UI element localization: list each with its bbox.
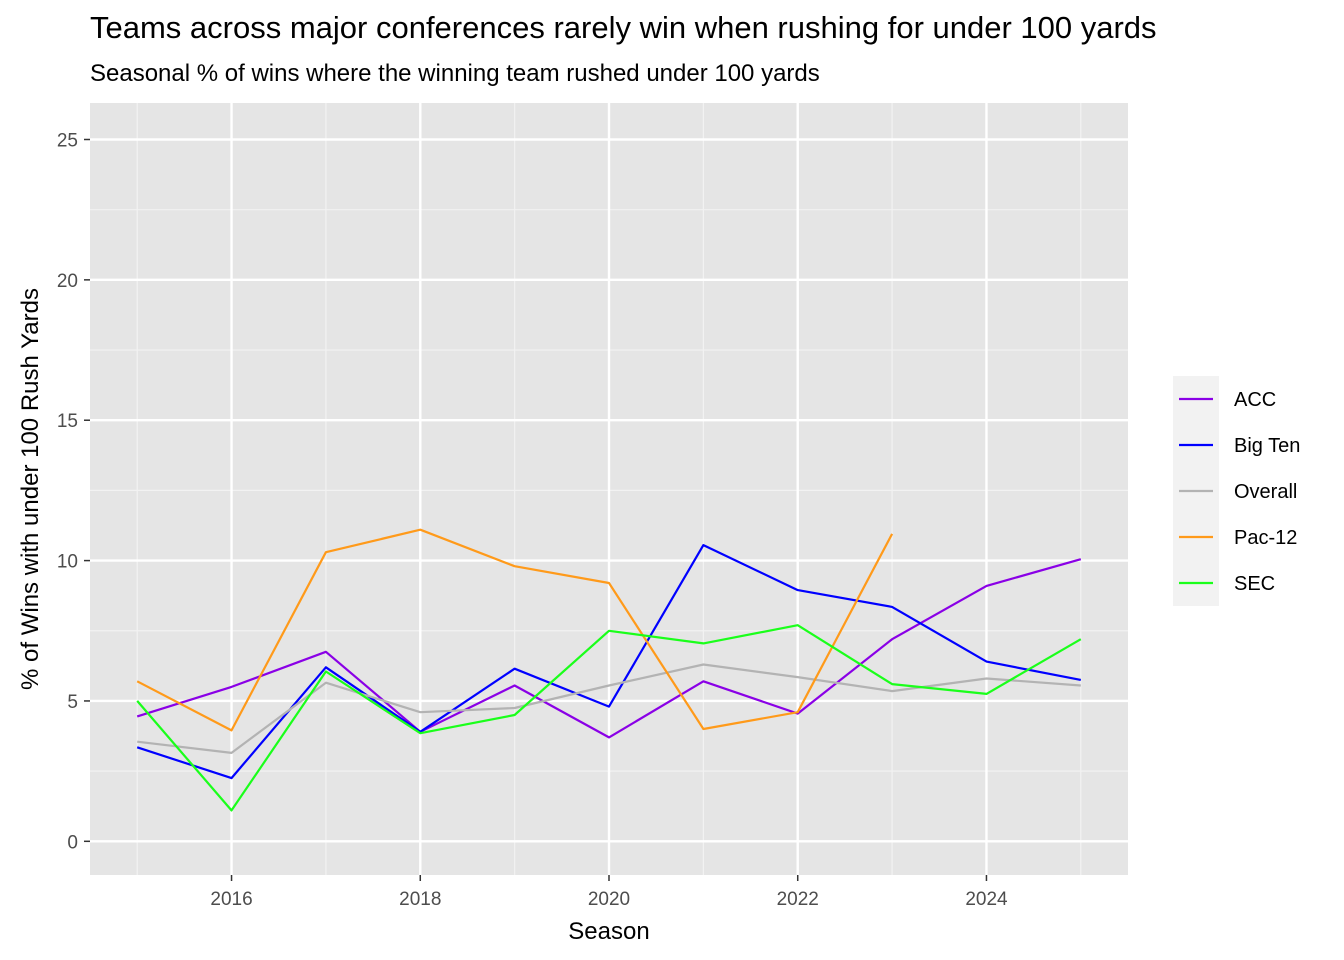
x-tick-label: 2024 [965,889,1008,910]
legend: ACC Big Ten Overall Pac-12 SEC [1173,376,1300,606]
series-line-big-ten [136,543,1082,780]
y-tick-label: 15 [57,411,78,432]
y-tick-label: 0 [67,832,78,853]
legend-label-acc: ACC [1234,389,1276,411]
series-line-pac-12 [136,528,894,732]
x-tick-label: 2018 [399,889,441,910]
x-tick-label: 2016 [210,889,252,910]
major-gridlines [90,103,1128,875]
legend-label-sec: SEC [1234,573,1275,595]
x-tick-label: 2022 [777,889,819,910]
series-lines [136,528,1082,812]
y-tick-label: 20 [57,271,78,292]
x-axis-title: Season [568,918,649,945]
chart-subtitle: Seasonal % of wins where the winning tea… [90,60,820,87]
series-line-sec [136,624,1082,812]
y-axis-title: % of Wins with under 100 Rush Yards [17,288,44,690]
x-tick-label: 2020 [588,889,630,910]
legend-label-big-ten: Big Ten [1234,435,1300,457]
y-tick-label: 5 [67,692,78,713]
axis-ticks [84,138,988,881]
tick-labels: 2016 2018 2020 2022 2024 0 5 10 15 20 25 [57,130,1008,910]
legend-label-overall: Overall [1234,481,1297,503]
legend-label-pac-12: Pac-12 [1234,527,1297,549]
y-tick-label: 10 [57,552,78,573]
y-tick-label: 25 [57,130,78,151]
chart-title: Teams across major conferences rarely wi… [90,10,1157,45]
series-line-acc [136,558,1082,739]
